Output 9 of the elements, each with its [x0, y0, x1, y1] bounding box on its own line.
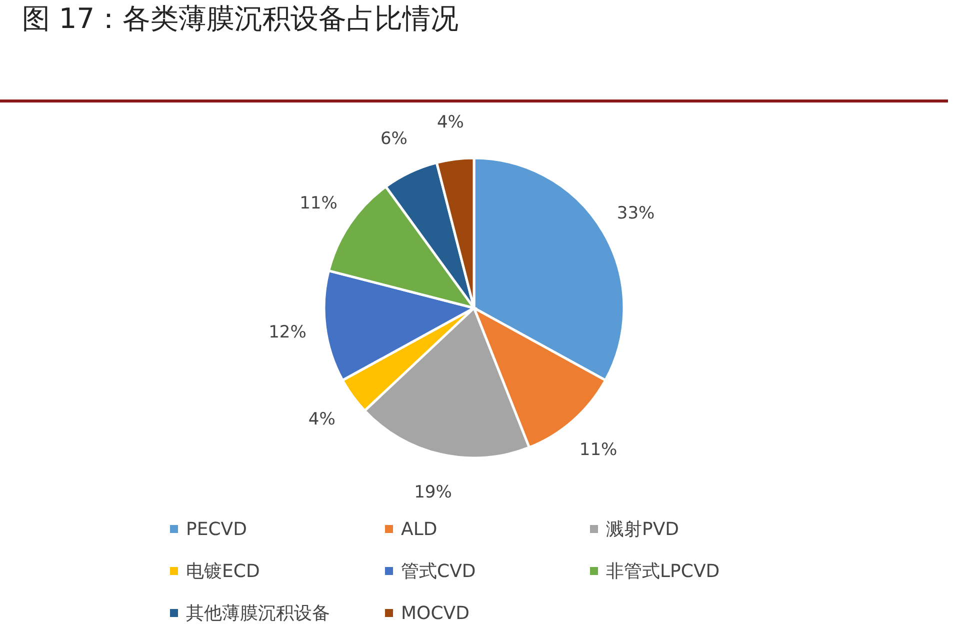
legend-label: 电镀ECD — [186, 561, 260, 582]
legend-label: PECVD — [186, 519, 247, 540]
legend-label: 其他薄膜沉积设备 — [186, 603, 330, 624]
legend-label: 溅射PVD — [606, 519, 680, 540]
title: 图 17：各类薄膜沉积设备占比情况 — [22, 2, 459, 35]
legend-label: ALD — [401, 519, 438, 540]
legend-label: 非管式LPCVD — [606, 561, 720, 582]
legend-label: 管式CVD — [401, 561, 476, 582]
legend-label: MOCVD — [401, 603, 470, 624]
